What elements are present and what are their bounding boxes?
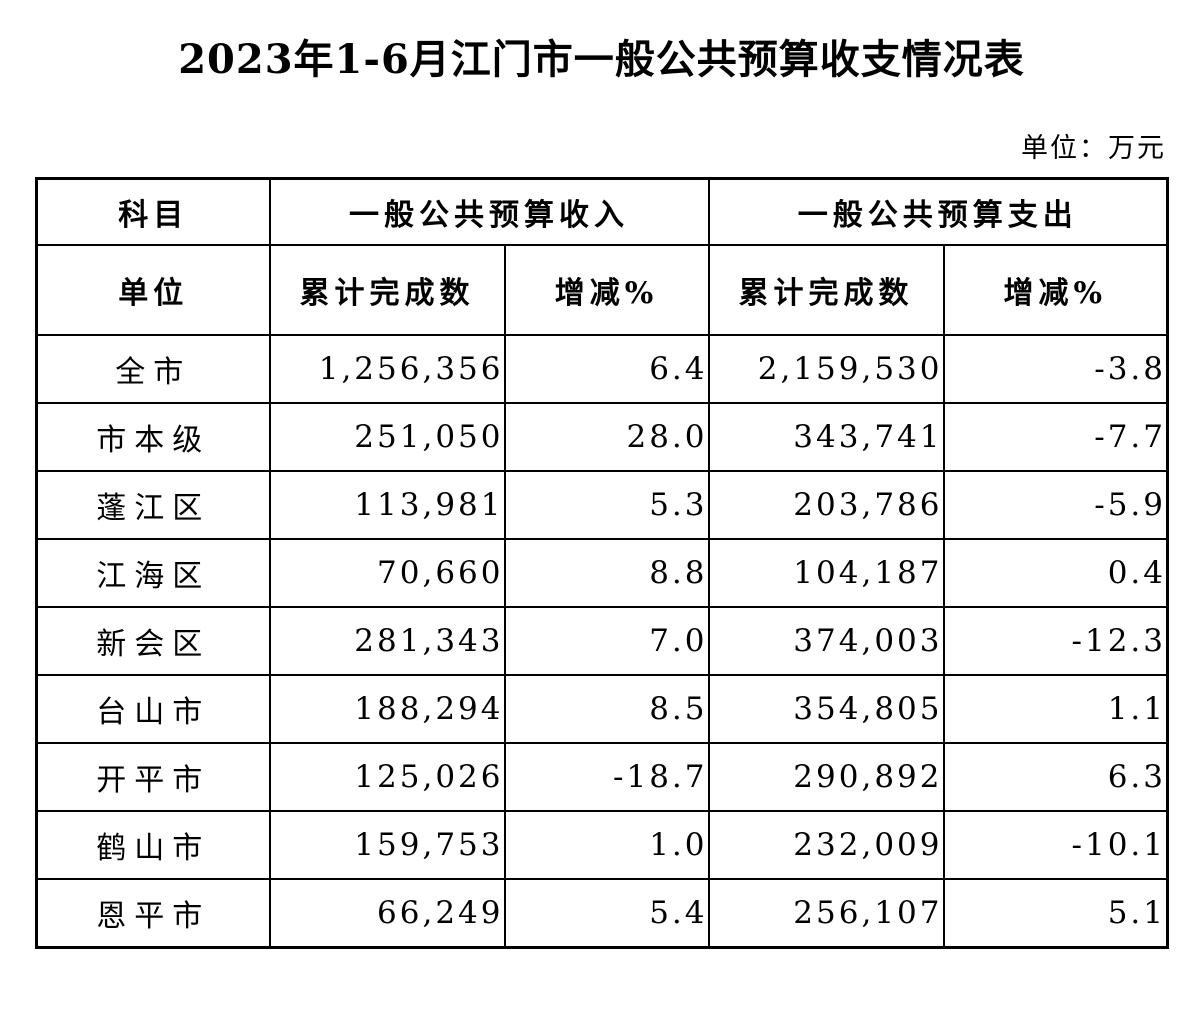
expenditure-value-cell: 354,805 [707,674,945,744]
region-name-cell: 鹤山市 [35,810,271,880]
expenditure-value-cell: 290,892 [707,742,945,812]
region-name-cell: 新会区 [35,606,271,676]
region-name-cell: 恩平市 [35,878,271,949]
expenditure-value-cell: 232,009 [707,810,945,880]
revenue-change-cell: 7.0 [503,606,710,676]
table-row: 全市 1,256,356 6.4 2,159,530 -3.8 [35,334,1169,404]
header-expenditure-cumulative: 累计完成数 [707,244,945,336]
table-row: 恩平市 66,249 5.4 256,107 5.1 [35,878,1169,949]
expenditure-change-cell: 0.4 [942,538,1169,608]
table-row: 蓬江区 113,981 5.3 203,786 -5.9 [35,470,1169,540]
budget-table: 科目 一般公共预算收入 一般公共预算支出 单位 累计完成数 增减% 累计完成数 … [35,177,1169,949]
revenue-value-cell: 113,981 [268,470,506,540]
region-name-cell: 台山市 [35,674,271,744]
revenue-value-cell: 66,249 [268,878,506,949]
revenue-value-cell: 281,343 [268,606,506,676]
header-revenue-change: 增减% [503,244,710,336]
expenditure-change-cell: -3.8 [942,334,1169,404]
header-revenue-cumulative: 累计完成数 [268,244,506,336]
expenditure-change-cell: 6.3 [942,742,1169,812]
expenditure-value-cell: 374,003 [707,606,945,676]
header-expenditure-change: 增减% [942,244,1169,336]
revenue-change-cell: 5.4 [503,878,710,949]
expenditure-value-cell: 203,786 [707,470,945,540]
revenue-value-cell: 70,660 [268,538,506,608]
expenditure-value-cell: 343,741 [707,402,945,472]
expenditure-value-cell: 2,159,530 [707,334,945,404]
expenditure-value-cell: 256,107 [707,878,945,949]
expenditure-change-cell: 1.1 [942,674,1169,744]
table-row: 鹤山市 159,753 1.0 232,009 -10.1 [35,810,1169,880]
table-row: 江海区 70,660 8.8 104,187 0.4 [35,538,1169,608]
revenue-change-cell: 5.3 [503,470,710,540]
header-unit: 单位 [35,244,271,336]
revenue-value-cell: 251,050 [268,402,506,472]
expenditure-change-cell: -7.7 [942,402,1169,472]
header-revenue-group: 一般公共预算收入 [268,177,710,246]
table-row: 台山市 188,294 8.5 354,805 1.1 [35,674,1169,744]
header-row-groups: 科目 一般公共预算收入 一般公共预算支出 [35,177,1169,246]
table-row: 新会区 281,343 7.0 374,003 -12.3 [35,606,1169,676]
table-row: 市本级 251,050 28.0 343,741 -7.7 [35,402,1169,472]
header-subject: 科目 [35,177,271,246]
revenue-change-cell: 28.0 [503,402,710,472]
document-page: 2023年1-6月江门市一般公共预算收支情况表 单位：万元 科目 一般公共预算收… [0,34,1203,949]
expenditure-change-cell: -5.9 [942,470,1169,540]
expenditure-value-cell: 104,187 [707,538,945,608]
unit-note: 单位：万元 [1021,133,1166,164]
region-name-cell: 江海区 [35,538,271,608]
revenue-change-cell: 1.0 [503,810,710,880]
table-row: 开平市 125,026 -18.7 290,892 6.3 [35,742,1169,812]
expenditure-change-cell: -10.1 [942,810,1169,880]
revenue-change-cell: 8.8 [503,538,710,608]
page-title: 2023年1-6月江门市一般公共预算收支情况表 [178,36,1025,83]
revenue-value-cell: 159,753 [268,810,506,880]
region-name-cell: 市本级 [35,402,271,472]
region-name-cell: 全市 [35,334,271,404]
revenue-change-cell: 6.4 [503,334,710,404]
header-row-columns: 单位 累计完成数 增减% 累计完成数 增减% [35,244,1169,336]
revenue-value-cell: 125,026 [268,742,506,812]
region-name-cell: 开平市 [35,742,271,812]
header-expenditure-group: 一般公共预算支出 [707,177,1169,246]
revenue-value-cell: 188,294 [268,674,506,744]
revenue-change-cell: 8.5 [503,674,710,744]
expenditure-change-cell: -12.3 [942,606,1169,676]
revenue-value-cell: 1,256,356 [268,334,506,404]
expenditure-change-cell: 5.1 [942,878,1169,949]
region-name-cell: 蓬江区 [35,470,271,540]
revenue-change-cell: -18.7 [503,742,710,812]
